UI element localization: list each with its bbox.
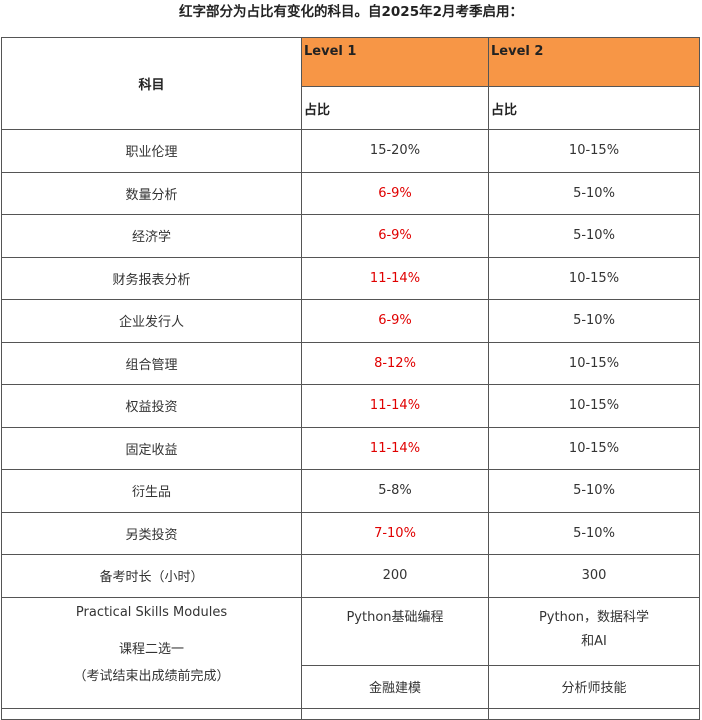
- subject-cell: 另类投资: [1, 511, 302, 555]
- level2-weight-cell: 10-15%: [488, 341, 700, 385]
- level1-weight-cell: 6-9%: [301, 171, 489, 215]
- table-tail-row: [1, 707, 700, 720]
- subject-cell: 职业伦理: [1, 129, 302, 173]
- table-row: 固定收益 11-14% 10-15%: [1, 426, 700, 470]
- level1-weight-cell: 8-12%: [301, 341, 489, 385]
- practical-skills-label: Practical Skills Modules 课程二选一 （考试结束出成绩前…: [1, 596, 302, 709]
- study-hours-level1: 200: [301, 554, 489, 598]
- table-header-row: 科目 Level 1 Level 2: [1, 37, 700, 130]
- level1-weight-cell: 7-10%: [301, 511, 489, 555]
- subject-cell: 数量分析: [1, 171, 302, 215]
- study-hours-level2: 300: [488, 554, 700, 598]
- level1-weight-cell: 11-14%: [301, 384, 489, 428]
- level2-weight-cell: 5-10%: [488, 299, 700, 343]
- level1-weight-cell: 11-14%: [301, 426, 489, 470]
- subject-rows: 职业伦理 15-20% 10-15% 数量分析 6-9% 5-10% 经济学 6-9% 5-10…: [1, 129, 700, 555]
- level1-column-header: Level 1: [301, 37, 489, 87]
- subject-column-header: 科目: [1, 37, 302, 130]
- practical-skills-row-2: 金融建模 分析师技能: [2, 664, 700, 709]
- level1-option-a: Python基础编程: [301, 596, 489, 666]
- subject-cell: 权益投资: [1, 384, 302, 428]
- practical-skills-choose: 课程二选一: [118, 641, 184, 657]
- level2-weight-cell: 10-15%: [488, 384, 700, 428]
- level2-weight-cell: 5-10%: [488, 469, 700, 513]
- practical-skills-note: （考试结束出成绩前完成）: [73, 668, 230, 684]
- level2-weight-cell: 5-10%: [488, 511, 700, 555]
- study-hours-row: 备考时长（小时） 200 300: [1, 554, 700, 598]
- table-row: 组合管理 8-12% 10-15%: [1, 341, 700, 385]
- exam-weights-table: 科目 Level 1 Level 2 占比 占比 职业伦理 15-20% 10-15…: [1, 37, 700, 720]
- practical-skills-title: Practical Skills Modules: [75, 604, 228, 620]
- level1-ratio-label: 占比: [301, 86, 489, 130]
- subject-cell: 经济学: [1, 214, 302, 258]
- level2-weight-cell: 5-10%: [488, 214, 700, 258]
- level2-weight-cell: 10-15%: [488, 129, 700, 173]
- level2-column-header: Level 2: [488, 37, 700, 87]
- level1-weight-cell: 5-8%: [301, 469, 489, 513]
- subject-cell: 组合管理: [1, 341, 302, 385]
- table-row: 职业伦理 15-20% 10-15%: [1, 129, 700, 173]
- level1-weight-cell: 6-9%: [301, 214, 489, 258]
- level1-weight-cell: 15-20%: [301, 129, 489, 173]
- subject-cell: 财务报表分析: [1, 256, 302, 300]
- table-row: 企业发行人 6-9% 5-10%: [1, 299, 700, 343]
- subject-cell: 衍生品: [1, 469, 302, 513]
- level2-weight-cell: 10-15%: [488, 426, 700, 470]
- subject-cell: 固定收益: [1, 426, 302, 470]
- table-row: 财务报表分析 11-14% 10-15%: [1, 256, 700, 300]
- table-row: 经济学 6-9% 5-10%: [1, 214, 700, 258]
- subject-cell: 企业发行人: [1, 299, 302, 343]
- level1-weight-cell: 11-14%: [301, 256, 489, 300]
- study-hours-label: 备考时长（小时）: [1, 554, 302, 598]
- level2-weight-cell: 10-15%: [488, 256, 700, 300]
- level2-option-b: 分析师技能: [488, 664, 700, 709]
- level2-option-a: Python，数据科学 和AI: [488, 596, 700, 666]
- page-heading: 红字部分为占比有变化的科目。自2025年2月考季启用：: [179, 4, 523, 20]
- level2-ratio-label: 占比: [488, 86, 700, 130]
- practical-skills-row: Practical Skills Modules 课程二选一 （考试结束出成绩前…: [1, 596, 700, 709]
- level1-weight-cell: 6-9%: [301, 299, 489, 343]
- table-row: 权益投资 11-14% 10-15%: [1, 384, 700, 428]
- table-row: 另类投资 7-10% 5-10%: [1, 511, 700, 555]
- level2-weight-cell: 5-10%: [488, 171, 700, 215]
- table-row: 衍生品 5-8% 5-10%: [1, 469, 700, 513]
- table-row: 数量分析 6-9% 5-10%: [1, 171, 700, 215]
- table-subheader-row: 占比 占比: [2, 86, 700, 130]
